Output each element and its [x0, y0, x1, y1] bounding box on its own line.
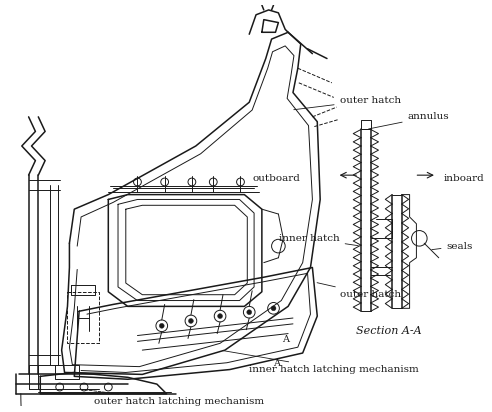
Text: outer hatch: outer hatch — [317, 283, 401, 299]
Circle shape — [159, 323, 164, 328]
Text: seals: seals — [432, 241, 473, 250]
Text: inboard: inboard — [444, 173, 484, 183]
Text: A: A — [282, 335, 289, 344]
Circle shape — [247, 310, 252, 315]
Circle shape — [271, 306, 276, 311]
Text: outer hatch: outer hatch — [294, 96, 401, 110]
Text: outer hatch latching mechanism: outer hatch latching mechanism — [82, 389, 264, 406]
Text: A: A — [273, 359, 280, 368]
Text: outboard: outboard — [253, 173, 301, 183]
Text: annulus: annulus — [369, 112, 449, 129]
Text: inner hatch: inner hatch — [279, 234, 358, 246]
Text: Section A-A: Section A-A — [356, 325, 422, 336]
Text: inner hatch latching mechanism: inner hatch latching mechanism — [223, 351, 419, 374]
Circle shape — [217, 314, 222, 318]
Circle shape — [188, 318, 193, 323]
